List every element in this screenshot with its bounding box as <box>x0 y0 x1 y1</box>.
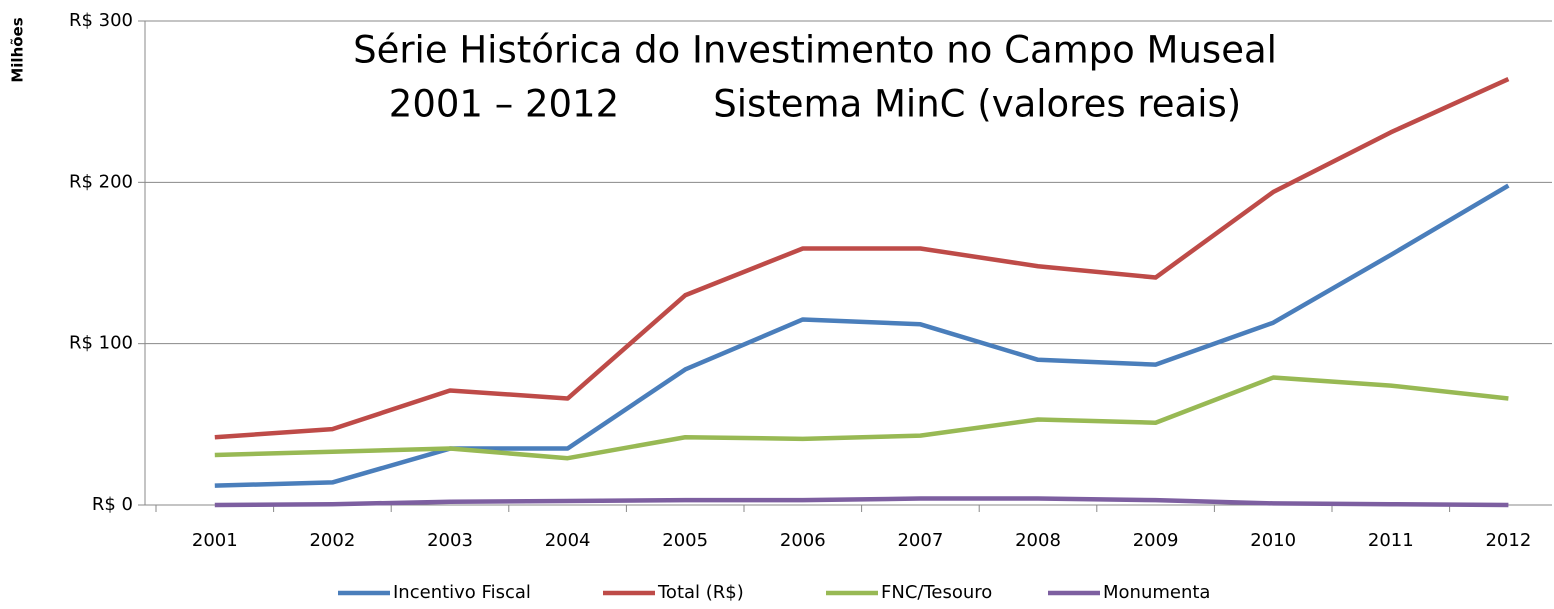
y-axis-label: Milhões <box>9 17 27 82</box>
x-tick-label: 2002 <box>309 530 355 551</box>
y-tick-label: R$ 300 <box>69 10 133 31</box>
x-tick-label: 2006 <box>780 530 826 551</box>
x-tick-label: 2010 <box>1250 530 1296 551</box>
x-tick-label: 2003 <box>427 530 473 551</box>
x-tick-label: 2001 <box>192 530 238 551</box>
y-tick-label: R$ 0 <box>92 494 133 515</box>
series-line <box>214 183 1510 488</box>
series-line <box>214 77 1510 440</box>
x-tick-label: 2004 <box>545 530 591 551</box>
x-tick-label: 2009 <box>1133 530 1179 551</box>
series-line <box>214 496 1509 508</box>
x-tick-label: 2012 <box>1485 530 1531 551</box>
legend-label: Incentivo Fiscal <box>393 582 531 603</box>
x-tick-label: 2008 <box>1015 530 1061 551</box>
legend-label: Total (R$) <box>657 582 744 603</box>
x-tick-label: 2011 <box>1368 530 1414 551</box>
legend-label: FNC/Tesouro <box>881 582 992 603</box>
chart-title: Série Histórica do Investimento no Campo… <box>353 29 1277 72</box>
series-line <box>214 375 1509 461</box>
y-tick-label: R$ 200 <box>69 171 133 192</box>
x-tick-label: 2005 <box>662 530 708 551</box>
y-tick-label: R$ 100 <box>69 333 133 354</box>
legend-label: Monumenta <box>1103 582 1210 603</box>
chart-title: 2001 – 2012 Sistema MinC (valores reais) <box>389 83 1241 126</box>
x-tick-label: 2007 <box>897 530 943 551</box>
